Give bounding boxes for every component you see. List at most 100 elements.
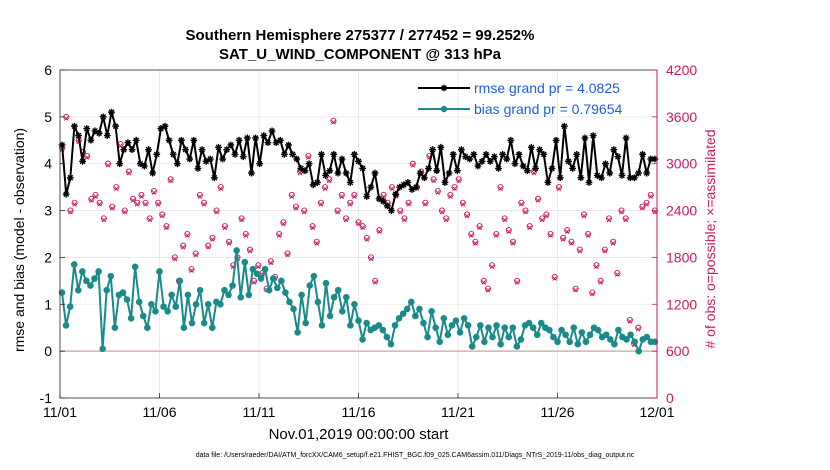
obs-possible-marker	[71, 199, 78, 206]
obs-assimilated-marker	[151, 190, 157, 195]
rmse-point	[392, 190, 399, 198]
obs-assimilated-marker	[218, 186, 224, 192]
rmse-point	[420, 174, 428, 182]
rmse-point	[91, 127, 99, 135]
obs-assimilated-marker	[281, 221, 286, 227]
obs-possible-marker	[438, 207, 446, 214]
obs-assimilated-marker	[581, 213, 587, 219]
bias-point	[448, 322, 456, 329]
bias-point	[432, 324, 439, 332]
y-axis-left-label: rmse and bias (model - observation)	[11, 128, 27, 352]
bias-point	[574, 340, 582, 348]
rmse-point	[445, 169, 453, 177]
x-tick-label: 11/11	[243, 404, 276, 420]
bias-point	[602, 331, 610, 339]
bias-point	[95, 268, 102, 275]
obs-assimilated-marker	[101, 217, 107, 223]
obs-assimilated-marker	[548, 233, 553, 238]
rmse-point	[490, 153, 498, 161]
obs-possible-marker	[322, 184, 329, 191]
obs-assimilated-marker	[585, 233, 591, 238]
rmse-point	[630, 174, 638, 182]
bias-point	[513, 343, 521, 350]
obs-possible-marker	[489, 262, 496, 269]
obs-possible-marker	[493, 230, 500, 238]
obs-assimilated-marker	[606, 217, 612, 223]
rmse-point	[499, 150, 507, 158]
obs-assimilated-marker	[147, 217, 153, 223]
y-left-tick-label: 6	[44, 62, 52, 78]
rmse-point	[383, 202, 391, 210]
obs-possible-marker	[522, 207, 529, 214]
rmse-point	[178, 136, 185, 144]
bias-point	[139, 312, 147, 320]
bias-point	[517, 336, 525, 343]
rmse-point	[202, 157, 210, 165]
bias-point	[546, 326, 553, 334]
rmse-point	[449, 150, 457, 158]
rmse-point	[103, 132, 111, 139]
bias-point	[578, 329, 586, 336]
rmse-point	[313, 179, 321, 186]
obs-possible-marker	[560, 234, 567, 241]
bias-point	[562, 331, 569, 339]
bias-point	[294, 329, 301, 336]
rmse-point	[453, 167, 461, 175]
rmse-point	[482, 150, 490, 158]
obs-possible-marker	[125, 168, 132, 175]
obs-possible-marker	[67, 207, 74, 214]
obs-possible-marker	[430, 176, 437, 183]
rmse-point	[219, 155, 227, 163]
obs-possible-marker	[401, 215, 408, 222]
bias-point	[103, 286, 111, 294]
obs-assimilated-marker	[510, 241, 516, 246]
rmse-point	[62, 190, 70, 198]
bias-point	[399, 310, 407, 317]
obs-assimilated-marker	[72, 202, 77, 207]
obs-possible-marker	[342, 215, 350, 222]
rmse-point	[350, 150, 358, 158]
obs-possible-marker	[167, 176, 174, 183]
obs-possible-marker	[476, 223, 483, 230]
rmse-point	[416, 169, 424, 177]
bias-point	[464, 322, 472, 329]
obs-possible-marker	[217, 184, 224, 191]
bias-point	[172, 303, 180, 310]
obs-possible-marker	[171, 254, 178, 261]
obs-assimilated-marker	[443, 217, 449, 223]
y-right-tick-label: 1200	[666, 296, 697, 312]
rmse-point	[470, 150, 478, 158]
legend-label: bias grand pr = 0.79654	[474, 101, 622, 117]
bias-point	[249, 265, 257, 273]
rmse-point	[560, 122, 568, 130]
rmse-point	[165, 136, 173, 144]
obs-possible-marker	[150, 187, 157, 195]
rmse-point	[540, 150, 548, 158]
bias-point	[558, 326, 565, 334]
rmse-point	[462, 153, 469, 161]
obs-possible-marker	[534, 195, 542, 202]
obs-assimilated-marker	[560, 237, 566, 242]
rmse-point	[256, 160, 264, 168]
rmse-point	[157, 125, 165, 132]
bias-point	[318, 322, 326, 329]
rmse-point	[478, 157, 486, 165]
obs-assimilated-marker	[276, 233, 282, 238]
bias-point	[359, 336, 366, 343]
bias-point	[428, 308, 435, 315]
bias-point	[168, 291, 175, 299]
rmse-point	[235, 136, 243, 144]
obs-possible-marker	[292, 203, 299, 210]
rmse-point	[577, 174, 585, 182]
bias-point	[196, 286, 204, 294]
obs-assimilated-marker	[569, 241, 574, 246]
bias-point	[355, 317, 362, 324]
bias-point	[347, 322, 354, 329]
obs-assimilated-marker	[164, 225, 169, 231]
obs-assimilated-marker	[468, 233, 474, 238]
obs-assimilated-marker	[139, 194, 144, 199]
rmse-point	[618, 172, 626, 179]
obs-possible-marker	[209, 234, 216, 241]
bias-point	[594, 326, 602, 334]
